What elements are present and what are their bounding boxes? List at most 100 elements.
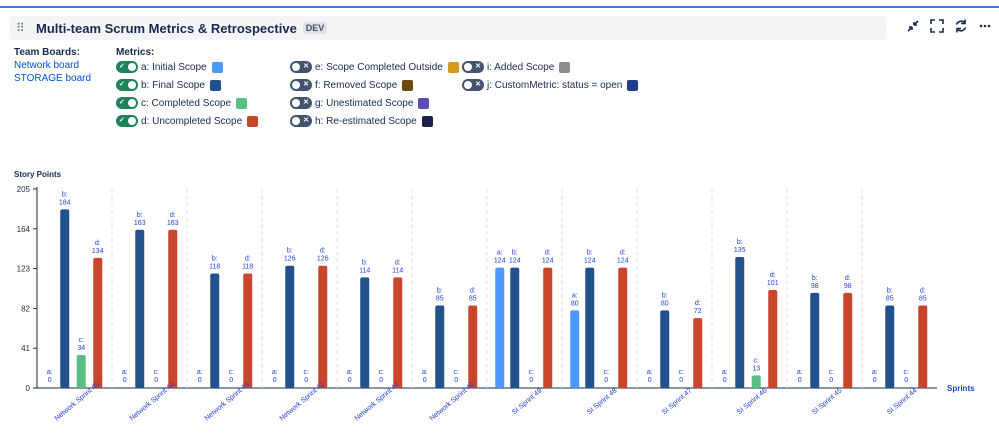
data-label-key: a:	[347, 369, 353, 376]
toggle-knob	[292, 117, 300, 125]
bar-d	[693, 318, 703, 388]
data-label-key: c:	[529, 369, 535, 376]
metric-toggle[interactable]: ✕	[462, 61, 484, 73]
top-accent-line	[0, 6, 999, 8]
data-label-value: 124	[617, 258, 629, 265]
metric-toggle[interactable]: ✕	[462, 79, 484, 91]
metric-toggle[interactable]: ✕	[290, 61, 312, 73]
data-label-value: 0	[798, 377, 802, 384]
data-label-value: 101	[767, 280, 779, 287]
y-tick-label: 0	[26, 384, 31, 393]
fullscreen-icon[interactable]	[930, 18, 944, 34]
data-label-key: a:	[572, 292, 578, 299]
data-label-value: 0	[198, 377, 202, 384]
page-title: Multi-team Scrum Metrics & Retrospective	[36, 20, 297, 36]
metric-toggle[interactable]: ✓	[116, 61, 138, 73]
data-label-key: c:	[79, 337, 85, 344]
refresh-icon[interactable]	[954, 18, 968, 34]
x-tick-label: Network Sprint 42	[279, 381, 326, 422]
data-label-key: c:	[454, 369, 460, 376]
metric-color-swatch	[211, 61, 223, 73]
bar-d	[243, 273, 253, 388]
drag-handle-icon[interactable]: ⠿	[16, 21, 25, 35]
metric-label: f: Removed Scope	[315, 79, 398, 91]
toggle-knob	[292, 81, 300, 89]
metric-h: ✕ h: Re-estimated Scope	[290, 114, 433, 128]
y-tick-label: 164	[17, 225, 31, 234]
metric-color-swatch	[447, 61, 459, 73]
data-label-key: b:	[812, 275, 818, 282]
bar-b	[885, 305, 895, 388]
data-label-value: 85	[886, 295, 894, 302]
data-label-key: b:	[287, 248, 293, 255]
metric-toggle[interactable]: ✕	[290, 115, 312, 127]
bar-c	[76, 354, 86, 388]
y-tick-label: 205	[17, 185, 31, 194]
y-axis-title: Story Points	[14, 170, 62, 179]
metric-toggle[interactable]: ✓	[116, 97, 138, 109]
data-label-key: c:	[304, 369, 310, 376]
metric-b: ✓ b: Final Scope	[116, 78, 221, 92]
data-label-key: c:	[754, 357, 760, 364]
collapse-icon[interactable]	[906, 18, 920, 34]
metric-label: d: Uncompleted Scope	[141, 115, 243, 127]
data-label-key: b:	[62, 191, 68, 198]
metric-toggle[interactable]: ✕	[290, 97, 312, 109]
data-label-value: 126	[284, 256, 296, 263]
data-label-key: d:	[620, 250, 626, 257]
data-label-value: 0	[829, 377, 833, 384]
x-tick-label: Network Sprint 41	[354, 381, 401, 422]
data-label-value: 124	[509, 258, 521, 265]
data-label-key: c:	[379, 369, 385, 376]
more-icon[interactable]	[978, 18, 992, 34]
toggle-knob	[464, 81, 472, 89]
metric-color-swatch	[247, 115, 259, 127]
metric-label: e: Scope Completed Outside	[315, 61, 443, 73]
metric-color-swatch	[402, 79, 414, 91]
x-tick-label: Network Sprint 44	[129, 381, 176, 422]
data-label-value: 135	[734, 247, 746, 254]
bar-d	[318, 265, 328, 388]
data-label-key: b:	[737, 239, 743, 246]
bar-d	[468, 305, 478, 388]
data-label-value: 0	[723, 377, 727, 384]
data-label-key: b:	[887, 287, 893, 294]
data-label-value: 0	[123, 377, 127, 384]
bar-b	[435, 305, 445, 388]
data-label-value: 124	[494, 258, 506, 265]
metric-toggle[interactable]: ✓	[116, 79, 138, 91]
x-tick-label: SI Sprint 44	[886, 387, 919, 416]
data-label-value: 85	[436, 295, 444, 302]
toggle-knob	[464, 63, 472, 71]
metric-label: j: CustomMetric: status = open	[487, 79, 623, 91]
team-board-link-storage[interactable]: STORAGE board	[14, 73, 92, 84]
data-label-value: 0	[229, 377, 233, 384]
data-label-key: c:	[229, 369, 235, 376]
metric-color-swatch	[209, 79, 221, 91]
data-label-key: a:	[122, 369, 128, 376]
toggle-knob	[128, 81, 136, 89]
data-label-key: b:	[437, 287, 443, 294]
team-board-link-network[interactable]: Network board	[14, 60, 80, 71]
bar-b	[810, 292, 820, 388]
data-label-value: 0	[348, 377, 352, 384]
check-icon: ✓	[119, 99, 125, 106]
data-label-key: a:	[197, 369, 203, 376]
toggle-knob	[292, 99, 300, 107]
metric-toggle[interactable]: ✕	[290, 79, 312, 91]
bar-d	[393, 277, 403, 388]
x-tick-label: SI Sprint 49	[511, 387, 544, 416]
metric-color-swatch	[559, 61, 571, 73]
close-icon: ✕	[303, 99, 309, 106]
bar-d	[168, 229, 178, 388]
data-label-value: 13	[752, 365, 760, 372]
data-label-key: d:	[245, 255, 251, 262]
data-label-key: d:	[770, 272, 776, 279]
data-label-value: 0	[604, 377, 608, 384]
bar-d	[543, 267, 553, 388]
metric-toggle[interactable]: ✓	[116, 115, 138, 127]
data-label-value: 85	[469, 295, 477, 302]
y-tick-label: 123	[17, 265, 31, 274]
metric-i: ✕ i: Added Scope	[462, 60, 571, 74]
data-label-value: 0	[454, 377, 458, 384]
